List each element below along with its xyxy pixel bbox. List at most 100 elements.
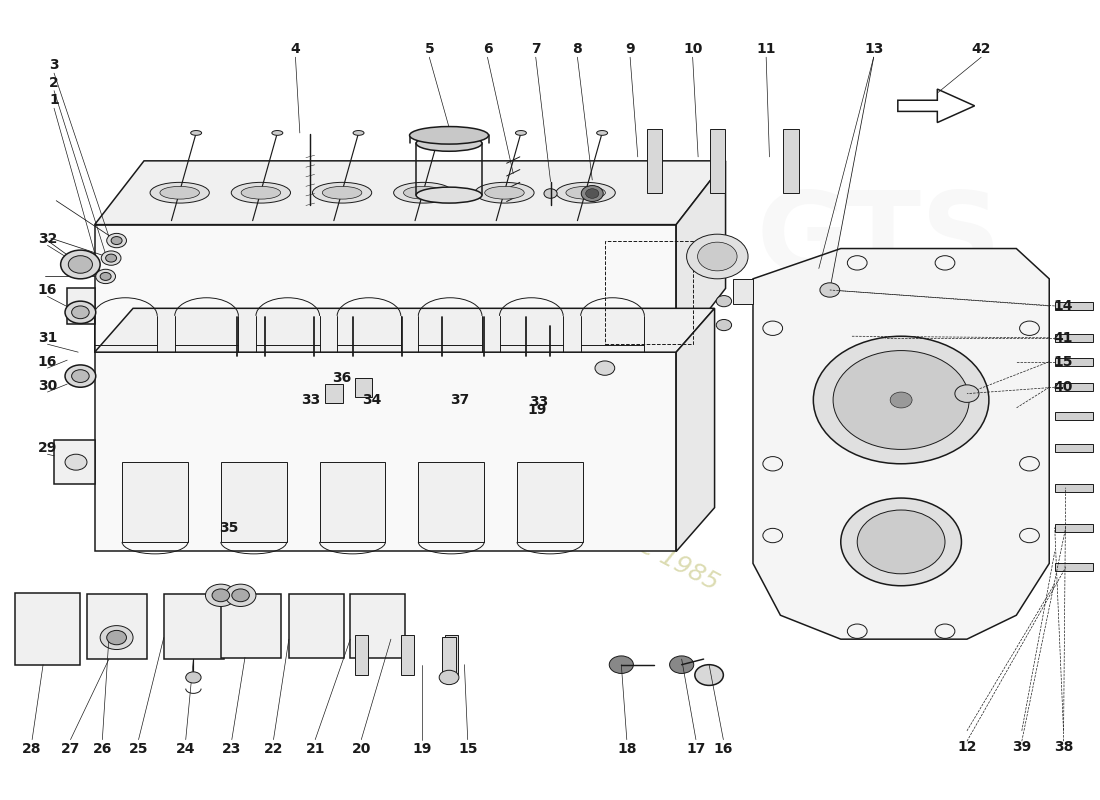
Text: 30: 30 (37, 378, 57, 393)
Bar (14, 593, 80, 665)
Text: 28: 28 (22, 742, 42, 756)
Text: 32: 32 (37, 232, 57, 246)
Ellipse shape (312, 182, 372, 203)
Ellipse shape (322, 186, 362, 199)
Text: 16: 16 (37, 283, 57, 297)
Text: 27: 27 (60, 742, 80, 756)
Circle shape (833, 350, 969, 450)
Ellipse shape (150, 182, 209, 203)
Circle shape (101, 251, 121, 266)
Ellipse shape (272, 130, 283, 135)
Polygon shape (95, 225, 676, 352)
Bar (164, 594, 224, 659)
Bar (1055, 523, 1093, 531)
Circle shape (840, 498, 961, 586)
Text: 35: 35 (219, 521, 239, 534)
Ellipse shape (394, 182, 453, 203)
Bar (122, 462, 188, 542)
Text: 24: 24 (176, 742, 196, 756)
Text: 15: 15 (1054, 354, 1074, 369)
Text: 16: 16 (37, 354, 57, 369)
Circle shape (890, 392, 912, 408)
Circle shape (68, 256, 92, 274)
Circle shape (820, 283, 839, 297)
Bar (221, 462, 287, 542)
Text: 19: 19 (527, 402, 547, 417)
Text: 2: 2 (50, 76, 59, 90)
Bar (517, 462, 583, 542)
Bar (400, 635, 414, 675)
Ellipse shape (516, 130, 527, 135)
Text: 33: 33 (529, 394, 549, 409)
Bar (1055, 484, 1093, 492)
Text: 31: 31 (37, 331, 57, 345)
Circle shape (595, 361, 615, 375)
Circle shape (609, 656, 634, 674)
Polygon shape (95, 352, 676, 551)
Ellipse shape (404, 186, 443, 199)
Circle shape (107, 630, 126, 645)
Text: 33: 33 (301, 393, 320, 407)
Bar (710, 129, 725, 193)
Bar (221, 594, 282, 658)
Ellipse shape (434, 130, 446, 135)
Circle shape (716, 319, 732, 330)
Text: 37: 37 (450, 393, 470, 407)
Bar (1055, 358, 1093, 366)
Text: 36: 36 (332, 370, 351, 385)
Text: 5: 5 (425, 42, 435, 56)
Polygon shape (734, 279, 754, 304)
Ellipse shape (409, 126, 488, 144)
Text: 22: 22 (264, 742, 284, 756)
Bar (354, 378, 372, 397)
Text: 42: 42 (971, 42, 991, 56)
Bar (354, 635, 367, 675)
Text: 26: 26 (92, 742, 112, 756)
Circle shape (72, 306, 89, 318)
Bar (1055, 412, 1093, 420)
Polygon shape (754, 249, 1049, 639)
Circle shape (955, 385, 979, 402)
Text: 14: 14 (1054, 299, 1074, 313)
Circle shape (716, 295, 732, 306)
Text: 40: 40 (1054, 380, 1074, 394)
Text: 12: 12 (957, 740, 977, 754)
Text: 19: 19 (411, 742, 431, 756)
Circle shape (206, 584, 236, 606)
Ellipse shape (190, 130, 201, 135)
Text: 16: 16 (714, 742, 733, 756)
Bar (87, 594, 147, 659)
Text: 6: 6 (483, 42, 493, 56)
Text: 20: 20 (352, 742, 371, 756)
Circle shape (581, 186, 603, 202)
Text: 23: 23 (222, 742, 242, 756)
Circle shape (106, 254, 117, 262)
Bar (1055, 444, 1093, 452)
Text: 15: 15 (458, 742, 477, 756)
Bar (647, 129, 662, 193)
Polygon shape (95, 308, 715, 352)
Circle shape (100, 626, 133, 650)
Bar (444, 635, 458, 675)
Ellipse shape (565, 186, 605, 199)
Text: 10: 10 (683, 42, 702, 56)
Polygon shape (67, 288, 95, 324)
Polygon shape (54, 440, 95, 484)
Text: 9: 9 (625, 42, 635, 56)
Bar (289, 594, 343, 658)
Bar (418, 462, 484, 542)
Bar (1055, 383, 1093, 391)
Circle shape (697, 242, 737, 271)
Text: 41: 41 (1054, 331, 1074, 345)
Text: 7: 7 (531, 42, 540, 56)
Circle shape (686, 234, 748, 279)
Circle shape (72, 370, 89, 382)
Polygon shape (676, 308, 715, 551)
Circle shape (60, 250, 100, 279)
Bar (1055, 302, 1093, 310)
Text: 11: 11 (757, 42, 776, 56)
Text: 1: 1 (50, 94, 59, 107)
Text: 34: 34 (363, 393, 382, 407)
Text: 8: 8 (573, 42, 582, 56)
Ellipse shape (475, 182, 535, 203)
